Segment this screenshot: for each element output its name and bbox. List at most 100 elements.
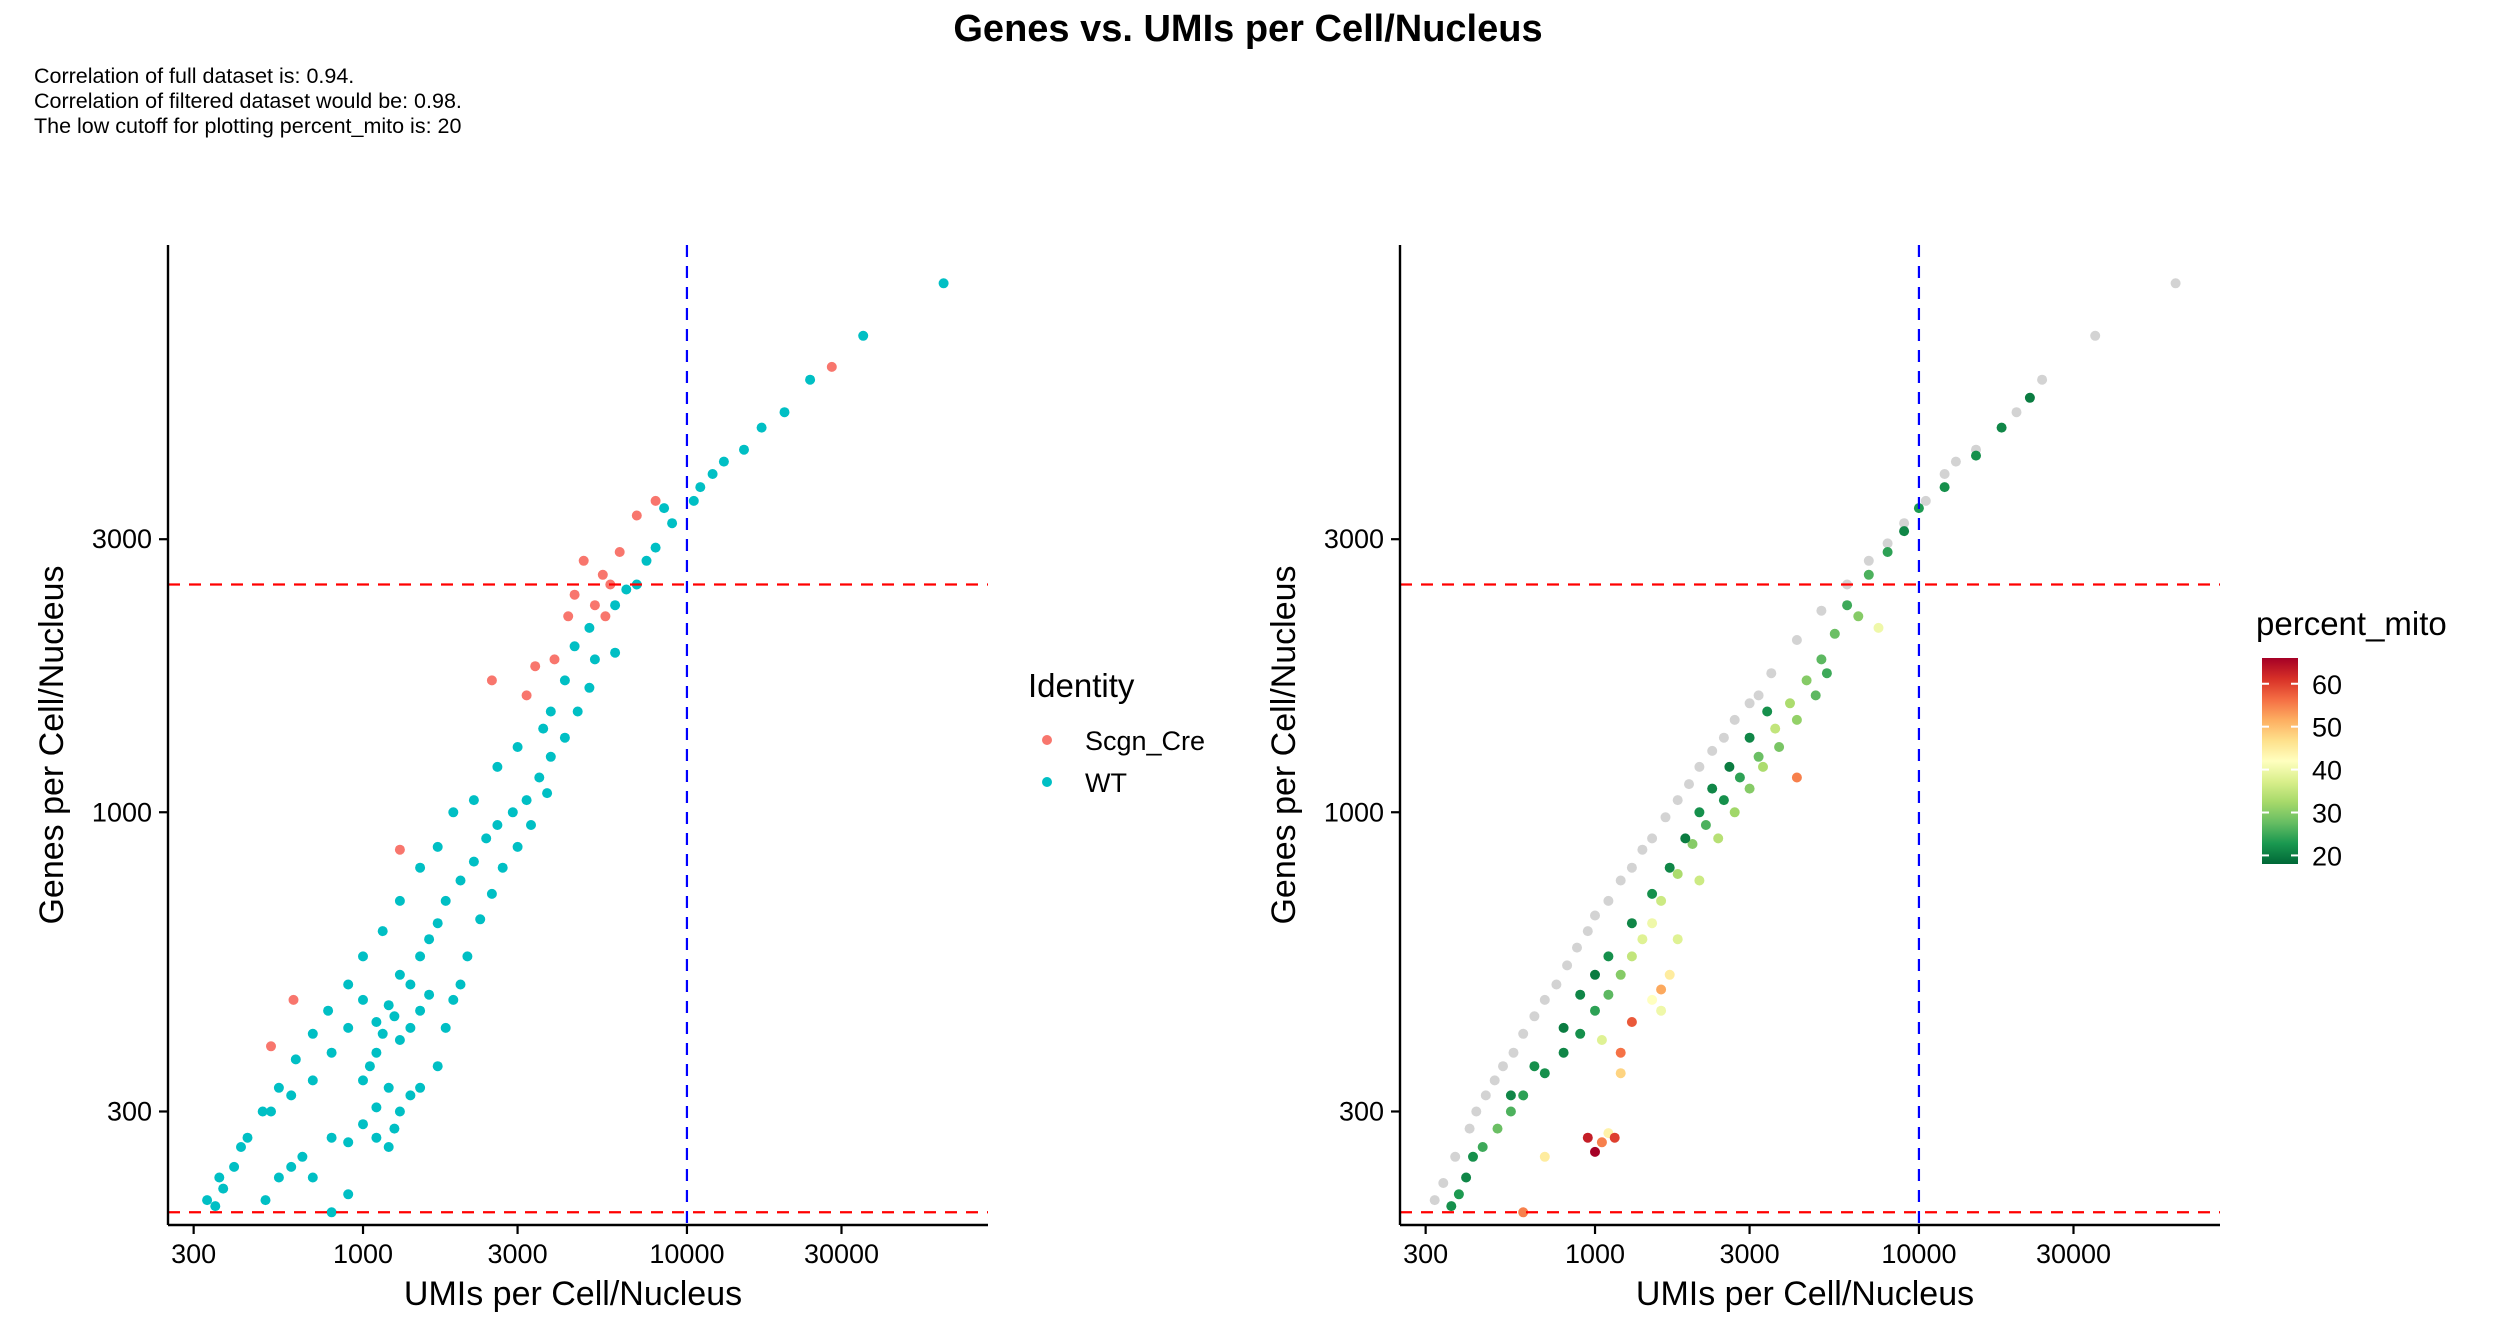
data-point [1464,1123,1475,1134]
data-point [1446,1201,1457,1212]
data-point [288,994,299,1005]
data-point [286,1161,297,1172]
data-point [394,1035,405,1045]
data-point [1603,989,1614,1000]
data-point [549,654,560,665]
data-point [584,682,595,693]
legend-title: Identity [1028,667,1135,704]
data-point [1562,960,1573,971]
data-point [2090,330,2101,341]
data-point [521,690,532,701]
data-point [307,1075,318,1086]
data-point [1615,1047,1626,1058]
data-point [1626,951,1637,962]
data-point [526,820,536,830]
data-point [1508,1047,1519,1058]
data-point [326,1047,337,1058]
data-point [1801,675,1812,686]
data-point [2170,278,2181,289]
data-point [1596,1035,1607,1045]
x-axis-title: UMIs per Cell/Nucleus [404,1275,742,1313]
x-tick-label: 30000 [804,1239,879,1269]
data-point [1785,698,1795,709]
data-point [614,547,625,557]
data-point [559,732,570,743]
data-point [1687,839,1698,849]
data-point [1590,910,1600,921]
data-point [475,914,486,925]
data-point [1899,518,1910,529]
data-point [1590,1146,1600,1157]
data-point [481,833,492,844]
data-point [1615,969,1626,980]
data-point [424,989,435,1000]
data-point [377,1028,388,1039]
data-point [739,444,749,455]
subtitle-line-mito-cutoff: The low cutoff for plotting percent_mito… [34,114,462,138]
data-point [597,569,608,580]
data-point [1575,1028,1586,1039]
data-point [432,918,443,929]
data-point [383,1000,394,1011]
data-point [448,807,459,818]
x-tick-label: 3000 [1720,1239,1780,1269]
data-point [1707,745,1718,756]
data-point [343,1137,354,1148]
colorbar-tick-label: 60 [2312,670,2342,700]
data-point [858,330,869,341]
data-point [242,1132,253,1143]
data-point [432,1061,443,1072]
data-point [214,1172,225,1183]
data-point [486,675,497,686]
data-point [1498,1061,1508,1072]
data-point [297,1151,308,1162]
data-point [1791,635,1802,645]
data-point [273,1082,284,1093]
data-point [707,469,718,479]
data-point [405,979,416,990]
data-point [1718,795,1729,806]
data-point [405,1090,416,1101]
data-point [326,1132,337,1143]
data-point [1590,1005,1600,1016]
data-point [210,1201,221,1212]
x-axis-title: UMIs per Cell/Nucleus [1636,1275,1974,1313]
data-point [1816,605,1827,616]
data-point [545,751,556,762]
data-point [1810,690,1821,701]
data-point [1694,761,1705,772]
data-point [1637,844,1648,855]
data-point [389,1123,400,1134]
data-point [307,1028,318,1039]
data-point [383,1082,394,1093]
data-point [779,407,790,418]
data-point [2037,374,2048,385]
data-point [364,1061,375,1072]
subtitle-line-filtered-correlation: Correlation of filtered dataset would be… [34,89,462,113]
scatter-panel-percent-mito: 300 1000 3000 10000 30000 300 1000 3000 UMIs per… [1265,245,2220,1313]
points-group [202,278,949,1218]
data-point [1707,783,1718,794]
data-point [530,661,541,672]
data-point [286,1090,297,1101]
data-point [1656,984,1667,995]
y-tick-label: 1000 [92,797,152,827]
data-point [1664,969,1675,980]
data-point [1477,1142,1488,1152]
data-point [343,979,354,990]
data-point [1762,706,1773,717]
x-tick-label: 10000 [1881,1239,1956,1269]
x-tick-label: 3000 [488,1239,548,1269]
data-point [1647,994,1658,1005]
data-point [563,611,574,622]
data-point [1558,1047,1569,1058]
data-point [343,1189,354,1200]
data-point [1590,969,1600,980]
data-point [455,875,466,886]
data-point [938,278,949,289]
data-point [383,1142,394,1152]
data-point [756,422,767,433]
data-point [1724,761,1735,772]
data-point [1626,1017,1637,1027]
axes: 300 1000 3000 10000 30000 300 1000 3000 UMIs per… [33,245,988,1313]
